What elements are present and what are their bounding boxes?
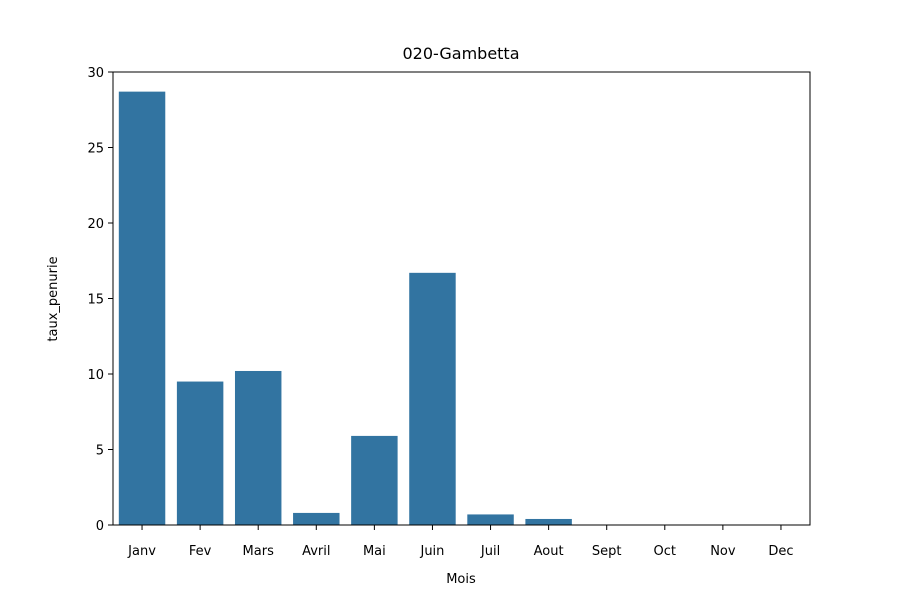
y-tick-label-0: 0	[96, 519, 104, 534]
x-axis: Janv Fev Mars Avril Mai Juin Juil Aout Sept Oct No…	[127, 525, 794, 559]
x-tick-label-sept: Sept	[592, 544, 622, 559]
y-tick-label-25: 25	[87, 142, 104, 157]
bar-juin	[409, 272, 456, 525]
x-tick-label-juil: Juil	[480, 544, 500, 559]
y-axis-label: taux_penurie	[46, 256, 61, 341]
x-tick-label-fev: Fev	[189, 544, 212, 559]
x-tick-label-mars: Mars	[243, 544, 275, 559]
y-axis: 0 5 10 15 20 25 30	[87, 66, 113, 534]
x-tick-label-avril: Avril	[302, 544, 330, 559]
x-tick-label-dec: Dec	[768, 544, 793, 559]
bar-mars	[234, 370, 282, 525]
plot-frame	[112, 71, 811, 526]
bar-avril	[293, 512, 340, 525]
x-tick-label-mai: Mai	[363, 544, 386, 559]
bar-aout	[525, 518, 572, 525]
y-tick-label-30: 30	[87, 66, 104, 81]
x-tick-label-janv: Janv	[127, 544, 156, 559]
x-tick-label-juin: Juin	[419, 544, 444, 559]
y-tick-label-20: 20	[87, 217, 104, 232]
bar-janv	[118, 91, 166, 525]
bar-fev	[176, 381, 224, 525]
y-tick-label-15: 15	[87, 293, 104, 308]
chart-title: 020-Gambetta	[402, 44, 519, 63]
bars-group	[118, 91, 572, 525]
x-axis-label: Mois	[446, 572, 476, 587]
y-tick-label-5: 5	[96, 444, 104, 459]
x-tick-label-aout: Aout	[534, 544, 564, 559]
y-tick-label-10: 10	[87, 368, 104, 383]
x-tick-label-oct: Oct	[654, 544, 676, 559]
bar-juil	[467, 514, 514, 525]
bar-mai	[351, 435, 398, 525]
x-tick-label-nov: Nov	[710, 544, 736, 559]
